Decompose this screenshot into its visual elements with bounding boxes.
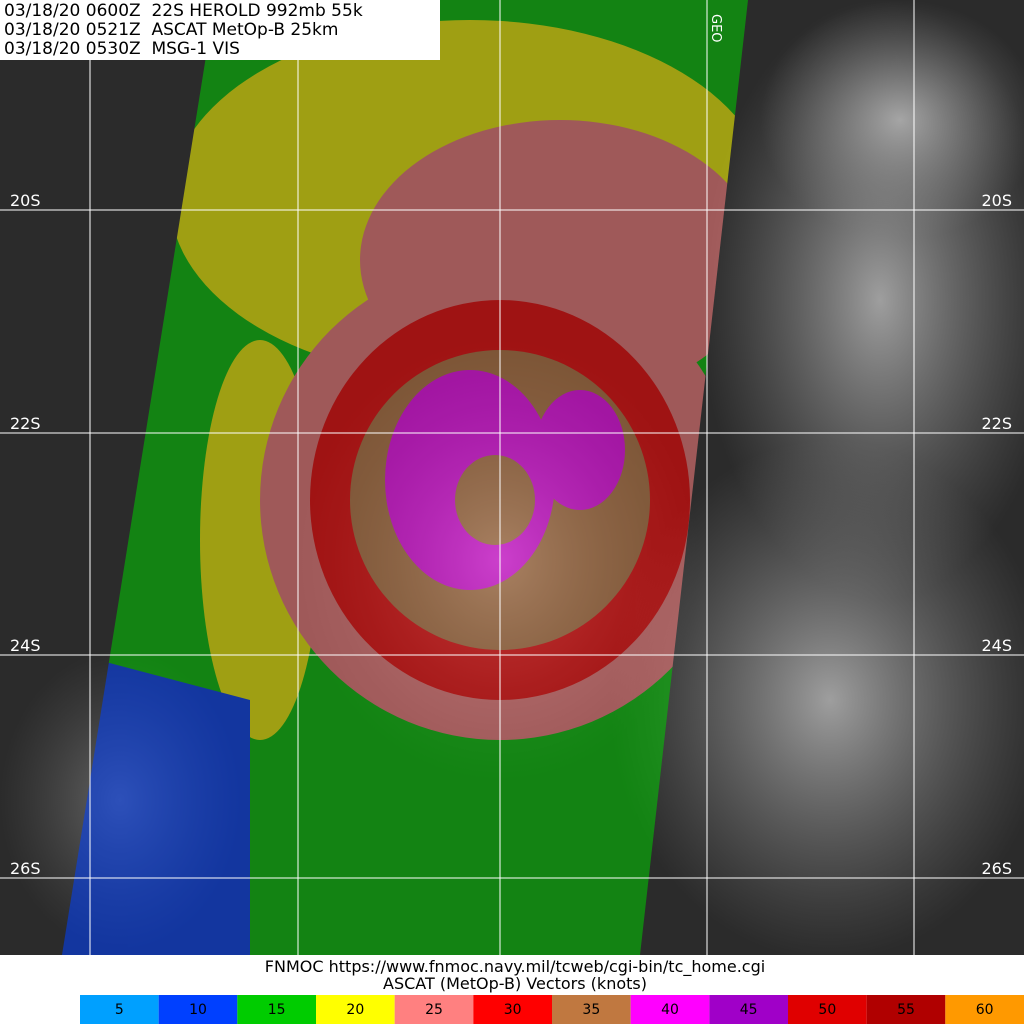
footer-caption: ASCAT (MetOp-B) Vectors (knots) xyxy=(383,974,647,993)
lat-label: 24S xyxy=(10,636,41,655)
legend-swatch xyxy=(788,995,867,1024)
legend-label: 55 xyxy=(897,1002,915,1018)
legend-swatch xyxy=(237,995,316,1024)
legend-swatch xyxy=(552,995,631,1024)
lat-label: 22S xyxy=(10,414,41,433)
header-line: 03/18/20 0521Z ASCAT MetOp-B 25km xyxy=(4,20,338,40)
header-line: 03/18/20 0600Z 22S HEROLD 992mb 55k xyxy=(4,1,363,21)
legend-swatch xyxy=(473,995,552,1024)
legend-swatch xyxy=(866,995,946,1024)
legend-swatch xyxy=(630,995,710,1024)
legend: 5 10 15 20 25 30 35 40 45 50 55 60 xyxy=(80,995,1024,1024)
legend-label: 60 xyxy=(976,1002,994,1018)
header-box xyxy=(0,0,440,60)
legend-swatch xyxy=(394,995,474,1024)
legend-label: 15 xyxy=(268,1002,286,1018)
legend-label: 25 xyxy=(425,1002,443,1018)
lat-label: 22S xyxy=(981,414,1012,433)
lat-label: 20S xyxy=(10,191,41,210)
lat-labels: 20S 22S 24S 26S 20S 22S 24S 26S xyxy=(10,191,1012,878)
lat-label: 26S xyxy=(10,859,41,878)
legend-label: 35 xyxy=(582,1002,600,1018)
corner-tag: GEO xyxy=(708,14,723,43)
legend-swatch xyxy=(316,995,395,1024)
lat-label: 20S xyxy=(981,191,1012,210)
legend-swatch xyxy=(158,995,238,1024)
lat-label: 24S xyxy=(981,636,1012,655)
legend-label: 30 xyxy=(504,1002,522,1018)
legend-swatch xyxy=(80,995,159,1024)
legend-label: 50 xyxy=(818,1002,836,1018)
lat-label: 26S xyxy=(981,859,1012,878)
legend-swatch xyxy=(945,995,1024,1024)
legend-label: 5 xyxy=(115,1002,124,1018)
legend-label: 20 xyxy=(346,1002,364,1018)
legend-label: 10 xyxy=(189,1002,207,1018)
header: 03/18/20 0600Z 22S HEROLD 992mb 55k 03/1… xyxy=(4,1,363,59)
graticule xyxy=(0,0,1024,955)
legend-swatch xyxy=(709,995,788,1024)
legend-label: 40 xyxy=(661,1002,679,1018)
header-line: 03/18/20 0530Z MSG-1 VIS xyxy=(4,39,240,59)
footer-source: FNMOC https://www.fnmoc.navy.mil/tcweb/c… xyxy=(265,957,765,977)
legend-label: 45 xyxy=(740,1002,758,1018)
